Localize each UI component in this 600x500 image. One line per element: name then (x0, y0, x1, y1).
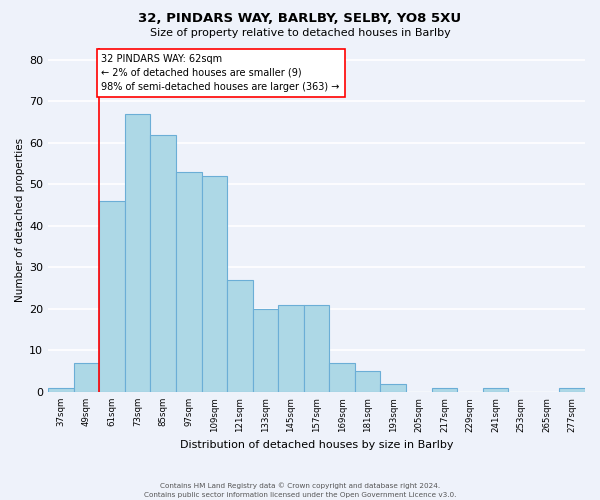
Bar (559, 388, 585, 392)
Bar (483, 388, 508, 392)
X-axis label: Distribution of detached houses by size in Barlby: Distribution of detached houses by size … (180, 440, 454, 450)
Bar (99, 201, 125, 392)
Bar (227, 280, 253, 392)
Text: 32 PINDARS WAY: 62sqm
← 2% of detached houses are smaller (9)
98% of semi-detach: 32 PINDARS WAY: 62sqm ← 2% of detached h… (101, 54, 340, 92)
Text: Contains HM Land Registry data © Crown copyright and database right 2024.: Contains HM Land Registry data © Crown c… (160, 482, 440, 489)
Bar (74, 363, 99, 392)
Bar (151, 134, 176, 392)
Bar (253, 309, 278, 392)
Bar (355, 371, 380, 392)
Y-axis label: Number of detached properties: Number of detached properties (15, 138, 25, 302)
Bar (329, 363, 355, 392)
Text: 32, PINDARS WAY, BARLBY, SELBY, YO8 5XU: 32, PINDARS WAY, BARLBY, SELBY, YO8 5XU (139, 12, 461, 26)
Bar (380, 384, 406, 392)
Bar (431, 388, 457, 392)
Text: Size of property relative to detached houses in Barlby: Size of property relative to detached ho… (149, 28, 451, 38)
Bar (125, 114, 151, 392)
Bar (48, 388, 74, 392)
Bar (278, 305, 304, 392)
Bar (176, 172, 202, 392)
Bar (304, 305, 329, 392)
Bar (202, 176, 227, 392)
Text: Contains public sector information licensed under the Open Government Licence v3: Contains public sector information licen… (144, 492, 456, 498)
